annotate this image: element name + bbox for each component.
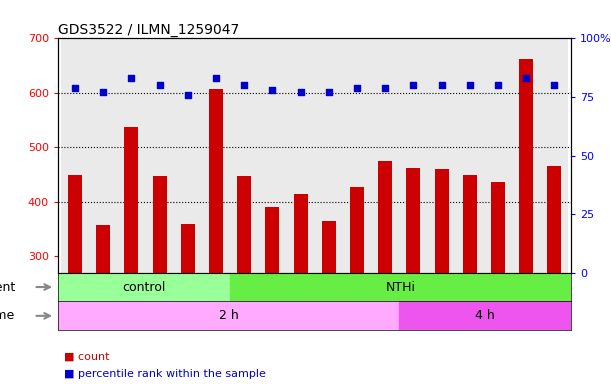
Bar	[463, 175, 477, 384]
Text: NTHi: NTHi	[386, 281, 415, 293]
Point	[268, 87, 277, 93]
Bar	[209, 89, 223, 384]
Bar	[153, 176, 167, 384]
Point	[211, 75, 221, 81]
Point	[465, 82, 475, 88]
Bar	[491, 182, 505, 384]
Bar	[230, 38, 258, 273]
Bar	[343, 38, 371, 273]
Point	[352, 84, 362, 91]
Text: control: control	[122, 281, 166, 293]
Bar	[202, 38, 230, 273]
Bar	[237, 176, 251, 384]
Point	[98, 89, 108, 95]
Bar	[174, 38, 202, 273]
Bar	[399, 38, 428, 273]
Bar	[181, 223, 195, 384]
Point	[296, 89, 306, 95]
Text: time: time	[0, 310, 15, 322]
Bar	[322, 221, 336, 384]
Bar	[145, 38, 174, 273]
Bar	[265, 207, 279, 384]
Point	[70, 84, 80, 91]
Bar	[399, 301, 571, 330]
Bar	[293, 194, 307, 384]
Bar	[434, 169, 448, 384]
Text: agent: agent	[0, 281, 15, 293]
Bar	[58, 273, 230, 301]
Point	[521, 75, 531, 81]
Point	[409, 82, 419, 88]
Text: 4 h: 4 h	[475, 310, 495, 322]
Bar	[378, 161, 392, 384]
Bar	[61, 38, 89, 273]
Bar	[519, 58, 533, 384]
Bar	[89, 38, 117, 273]
Point	[380, 84, 390, 91]
Bar	[230, 273, 571, 301]
Point	[493, 82, 503, 88]
Bar	[406, 167, 420, 384]
Bar	[512, 38, 540, 273]
Bar	[117, 38, 145, 273]
Bar	[68, 175, 82, 384]
Text: 2 h: 2 h	[219, 310, 238, 322]
Bar	[371, 38, 399, 273]
Bar	[350, 187, 364, 384]
Bar	[315, 38, 343, 273]
Bar	[258, 38, 287, 273]
Text: ■ percentile rank within the sample: ■ percentile rank within the sample	[64, 369, 266, 379]
Point	[240, 82, 249, 88]
Point	[183, 91, 192, 98]
Point	[324, 89, 334, 95]
Bar	[428, 38, 456, 273]
Bar	[484, 38, 512, 273]
Bar	[124, 127, 139, 384]
Bar	[58, 301, 399, 330]
Bar	[547, 166, 562, 384]
Point	[126, 75, 136, 81]
Point	[155, 82, 164, 88]
Text: GDS3522 / ILMN_1259047: GDS3522 / ILMN_1259047	[58, 23, 240, 37]
Bar	[96, 225, 110, 384]
Text: ■ count: ■ count	[64, 352, 109, 362]
Point	[549, 82, 559, 88]
Bar	[456, 38, 484, 273]
Point	[437, 82, 447, 88]
Bar	[287, 38, 315, 273]
Bar	[540, 38, 568, 273]
